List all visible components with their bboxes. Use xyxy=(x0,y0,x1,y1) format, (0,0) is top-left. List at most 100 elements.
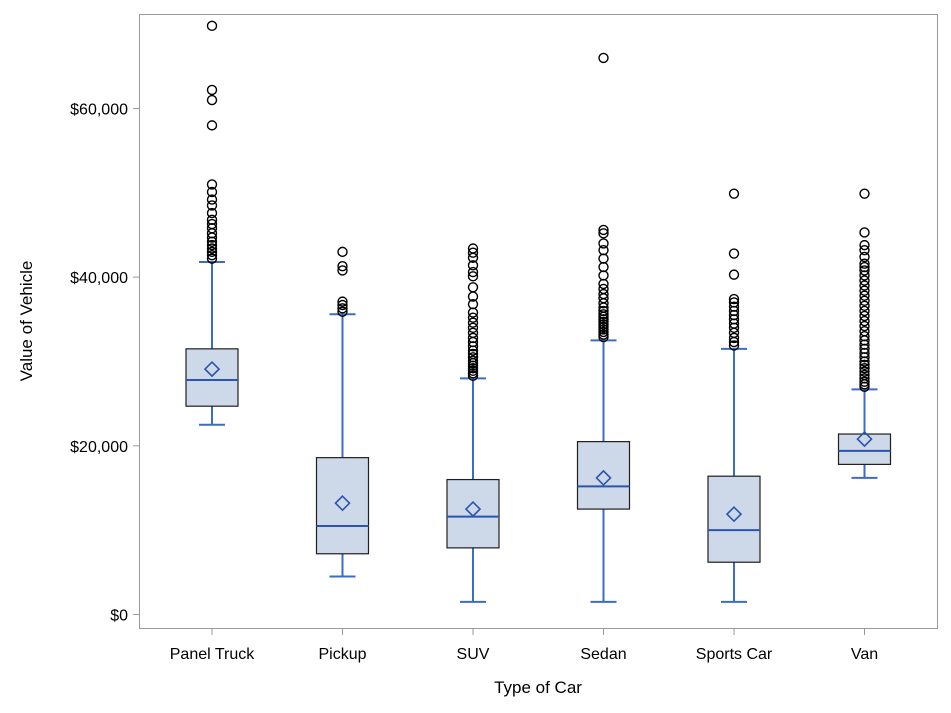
outlier-point xyxy=(859,359,870,371)
outlier-point xyxy=(467,247,479,258)
mean-marker xyxy=(856,430,873,448)
iqr-box xyxy=(315,457,370,555)
outlier-point xyxy=(467,282,479,293)
outlier-point xyxy=(859,265,870,276)
outlier-point xyxy=(206,186,218,198)
outlier-point xyxy=(859,366,870,377)
mean-marker xyxy=(334,495,351,512)
outlier-point xyxy=(598,244,609,256)
outlier-point xyxy=(728,188,740,199)
outlier-point xyxy=(206,200,218,211)
plot-frame xyxy=(139,14,938,629)
outlier-point xyxy=(728,269,740,280)
x-tick-label: Panel Truck xyxy=(170,646,255,663)
outlier-point xyxy=(859,320,870,332)
outlier-point xyxy=(467,298,479,310)
outlier-point xyxy=(598,283,609,295)
outlier-point xyxy=(598,261,609,273)
box-group xyxy=(707,188,761,603)
y-tick-label: $0 xyxy=(110,608,128,625)
outlier-point xyxy=(859,325,870,337)
outlier-point xyxy=(206,253,218,264)
outlier-point xyxy=(337,261,348,272)
outlier-point xyxy=(859,251,870,263)
outlier-point xyxy=(859,310,870,322)
outlier-point xyxy=(859,280,870,291)
outlier-point xyxy=(728,293,740,305)
y-tick-label: $60,000 xyxy=(70,102,128,119)
box-group xyxy=(576,52,631,603)
outlier-point xyxy=(337,296,348,307)
x-tick-label: Sports Car xyxy=(696,646,773,663)
box-group xyxy=(185,20,239,426)
outlier-point xyxy=(206,194,218,205)
outlier-point xyxy=(728,297,740,308)
outlier-point xyxy=(206,246,218,258)
outlier-point xyxy=(206,84,218,96)
x-tick-label: SUV xyxy=(457,646,490,663)
x-axis: Panel Truck Pickup SUV Sedan Sports Car Van xyxy=(170,628,878,663)
y-tick-label: $20,000 xyxy=(70,439,128,456)
outlier-point xyxy=(859,239,870,251)
outlier-point xyxy=(859,258,870,269)
outlier-point xyxy=(206,239,218,251)
outlier-point xyxy=(467,352,479,363)
outlier-point xyxy=(598,270,609,281)
iqr-box xyxy=(446,478,500,549)
box-series xyxy=(185,20,892,603)
x-tick-label: Pickup xyxy=(318,646,366,663)
x-tick-label: Sedan xyxy=(580,646,626,663)
iqr-box xyxy=(185,348,239,407)
iqr-box xyxy=(837,433,892,465)
outlier-point xyxy=(206,250,218,261)
outlier-point xyxy=(598,309,609,320)
outlier-point xyxy=(859,315,870,327)
outlier-point xyxy=(206,179,218,190)
outlier-point xyxy=(859,227,870,238)
outlier-point xyxy=(859,363,870,374)
outlier-point xyxy=(859,285,870,296)
outlier-point xyxy=(467,317,479,328)
outlier-point xyxy=(598,224,609,236)
outlier-point xyxy=(337,303,348,314)
outlier-point xyxy=(337,265,348,276)
outlier-point xyxy=(859,188,870,199)
outlier-point xyxy=(337,299,348,311)
outlier-point xyxy=(859,376,870,387)
outlier-point xyxy=(598,228,609,239)
y-axis: $0 $20,000 $40,000 $60,000 xyxy=(70,102,140,625)
outlier-point xyxy=(467,355,479,366)
outlier-point xyxy=(467,243,479,254)
outlier-point xyxy=(728,340,740,351)
outlier-point xyxy=(467,332,479,344)
outlier-point xyxy=(859,295,870,306)
x-tick-label: Van xyxy=(851,646,878,663)
outlier-point xyxy=(467,266,479,278)
outlier-point xyxy=(859,290,870,301)
outlier-point xyxy=(467,327,479,339)
mean-marker xyxy=(203,360,221,378)
outlier-point xyxy=(598,288,609,300)
outlier-point xyxy=(859,369,870,381)
outlier-point xyxy=(728,332,740,344)
iqr-box xyxy=(576,441,631,510)
outlier-point xyxy=(206,243,218,254)
outlier-point xyxy=(859,373,870,384)
outlier-point xyxy=(337,306,348,317)
outlier-point xyxy=(206,120,218,131)
outlier-point xyxy=(467,271,479,282)
outlier-point xyxy=(206,20,218,32)
outlier-point xyxy=(467,312,479,323)
box-group xyxy=(315,246,370,578)
outlier-point xyxy=(728,248,740,259)
y-axis-label: Value of Vehicle xyxy=(17,261,36,382)
outlier-point xyxy=(859,331,870,342)
y-tick-label: $40,000 xyxy=(70,270,128,287)
x-axis-label: Type of Car xyxy=(494,678,582,697)
outlier-point xyxy=(206,218,218,230)
box-group xyxy=(837,188,892,479)
outlier-point xyxy=(859,275,870,286)
iqr-box xyxy=(707,475,761,563)
outlier-point xyxy=(467,322,479,333)
outlier-point xyxy=(206,214,218,226)
